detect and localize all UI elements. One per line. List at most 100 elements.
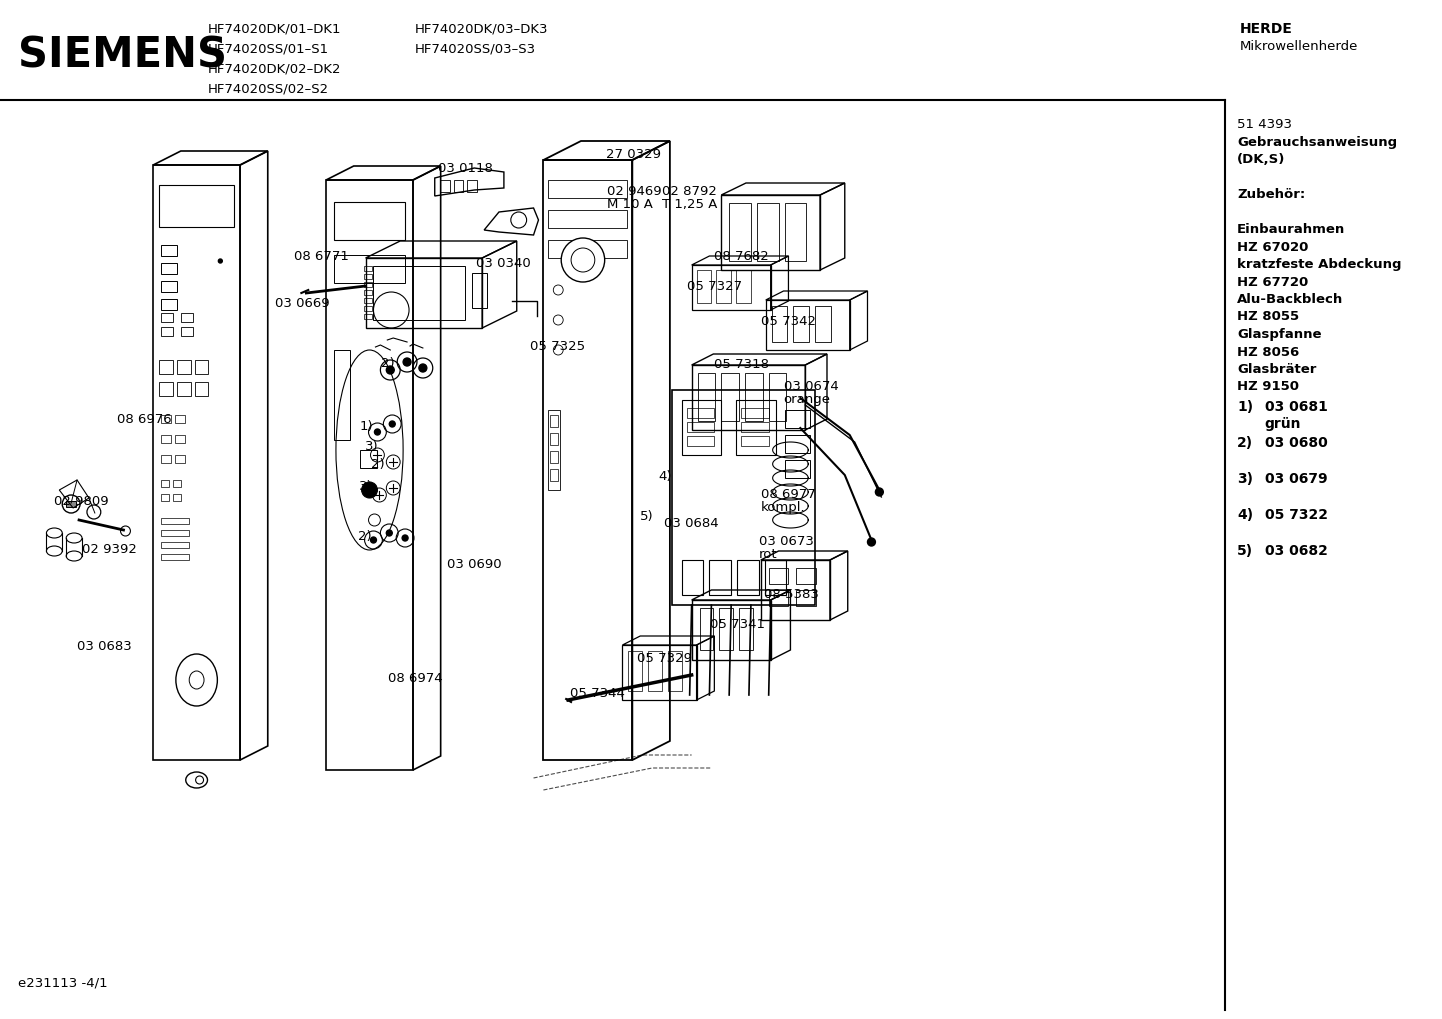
Bar [359, 450, 378, 468]
Bar [162, 263, 177, 274]
Bar [735, 400, 776, 455]
Bar [195, 360, 209, 374]
Bar [363, 314, 372, 319]
Text: Zubehör:: Zubehör: [1237, 187, 1305, 201]
Text: 05 7318: 05 7318 [714, 358, 770, 371]
Bar [174, 415, 185, 423]
Circle shape [218, 259, 222, 263]
Bar [162, 542, 189, 548]
Text: HF74020SS/03–S3: HF74020SS/03–S3 [415, 42, 536, 55]
Bar [771, 306, 787, 342]
Text: 05 7341: 05 7341 [711, 618, 766, 631]
Text: 02 9392: 02 9392 [82, 543, 137, 556]
Bar [159, 185, 234, 227]
Bar [162, 480, 169, 487]
Bar [162, 245, 177, 256]
Text: Mikrowellenherde: Mikrowellenherde [1240, 40, 1358, 53]
Text: HF74020DK/02–DK2: HF74020DK/02–DK2 [208, 62, 340, 75]
Bar [647, 651, 662, 691]
Text: 2): 2) [371, 458, 384, 471]
Text: 05 7342: 05 7342 [761, 315, 816, 328]
Bar [162, 299, 177, 310]
Bar [740, 608, 753, 650]
Bar [551, 415, 558, 427]
Text: 05 7325: 05 7325 [529, 340, 584, 353]
Bar [682, 400, 721, 455]
Circle shape [386, 366, 394, 374]
Text: 05 7322: 05 7322 [1265, 508, 1328, 522]
Text: kompl.: kompl. [761, 501, 806, 514]
Text: SIEMENS: SIEMENS [17, 34, 226, 76]
Circle shape [868, 538, 875, 546]
Bar [730, 203, 751, 261]
Text: 02 8792: 02 8792 [662, 185, 717, 198]
Bar [741, 408, 769, 418]
Text: 05 7327: 05 7327 [686, 280, 741, 293]
Text: 1): 1) [359, 420, 373, 433]
Circle shape [375, 429, 381, 435]
Bar [741, 422, 769, 432]
Bar [548, 410, 561, 490]
Text: 08 6771: 08 6771 [294, 250, 349, 263]
Bar [440, 180, 450, 192]
Bar [757, 203, 779, 261]
Text: HF74020DK/03–DK3: HF74020DK/03–DK3 [415, 22, 548, 35]
Text: 5): 5) [1237, 544, 1253, 558]
Text: 2): 2) [358, 530, 371, 543]
Bar [735, 270, 751, 303]
Text: HZ 9150: HZ 9150 [1237, 380, 1299, 393]
Text: 1): 1) [1237, 400, 1253, 414]
Text: 4): 4) [1237, 508, 1253, 522]
Text: 03 0680: 03 0680 [1265, 436, 1328, 450]
Bar [162, 327, 173, 336]
Text: Einbaurahmen: Einbaurahmen [1237, 223, 1345, 236]
Circle shape [402, 535, 408, 541]
Bar [629, 651, 642, 691]
Text: Glaspfanne: Glaspfanne [1237, 328, 1321, 341]
Bar [793, 306, 809, 342]
Bar [796, 568, 816, 584]
Text: T 1,25 A: T 1,25 A [662, 198, 717, 211]
Bar [180, 313, 193, 322]
Bar [373, 266, 466, 320]
Text: 03 0340: 03 0340 [476, 257, 531, 270]
Bar [769, 373, 786, 421]
Bar [177, 382, 190, 396]
Text: 08 6977: 08 6977 [761, 488, 816, 501]
Bar [335, 202, 405, 240]
Bar [363, 266, 372, 271]
Text: 03 0679: 03 0679 [1265, 472, 1327, 486]
Bar [467, 180, 477, 192]
Bar [162, 313, 173, 322]
Text: HZ 67020: HZ 67020 [1237, 240, 1308, 254]
Bar [741, 436, 769, 446]
Bar [709, 560, 731, 595]
Text: 02 9809: 02 9809 [55, 495, 110, 508]
Bar [699, 608, 714, 650]
Circle shape [404, 358, 411, 366]
Bar [815, 306, 831, 342]
Bar [162, 435, 172, 443]
Bar [682, 560, 704, 595]
Circle shape [389, 421, 395, 427]
Text: Gebrauchsanweisung: Gebrauchsanweisung [1237, 136, 1397, 149]
Circle shape [875, 488, 884, 496]
Text: 03 0690: 03 0690 [447, 558, 502, 571]
Circle shape [561, 238, 604, 282]
Bar [162, 554, 189, 560]
Bar [551, 451, 558, 463]
Bar [363, 274, 372, 279]
Bar [784, 203, 806, 261]
Bar [764, 560, 786, 595]
Bar [698, 373, 715, 421]
Bar [473, 273, 487, 308]
Bar [180, 327, 193, 336]
Text: 05 7344: 05 7344 [570, 687, 624, 700]
Bar [696, 270, 711, 303]
Bar [548, 180, 627, 198]
Bar [159, 360, 173, 374]
Text: M 10 A: M 10 A [607, 198, 653, 211]
Text: 02 9469: 02 9469 [607, 185, 662, 198]
Text: rot: rot [758, 548, 777, 561]
Bar [769, 568, 789, 584]
